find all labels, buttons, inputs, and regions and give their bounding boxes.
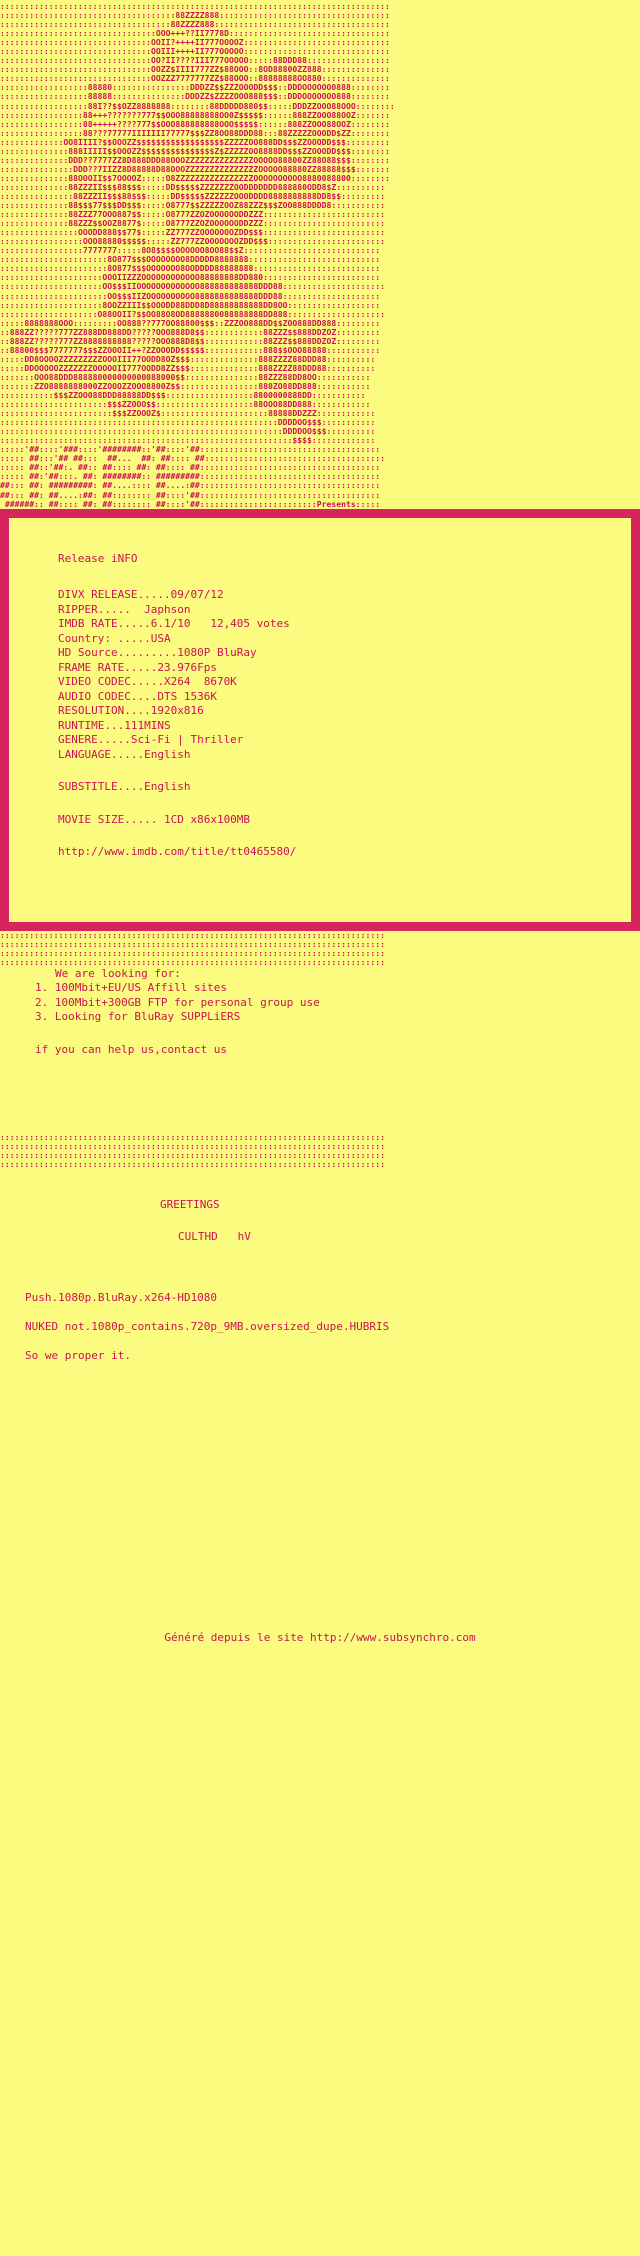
footer-text[interactable]: Généré depuis le site http://www.subsync… (164, 1631, 476, 1644)
release-info-heading: Release iNFO (58, 551, 138, 565)
separator-band-ascii-2: ::::::::::::::::::::::::::::::::::::::::… (0, 1133, 385, 1170)
footer-credit: Généré depuis le site http://www.subsync… (0, 1631, 640, 1654)
group-logo-ascii: :::::'##::::'###::::'########::'##::::'#… (0, 445, 385, 509)
looking-for-heading: We are looking for: (55, 966, 181, 980)
subtitle-line: SUBSTITLE....English (58, 780, 191, 794)
looking-for-items: 1. 100Mbit+EU/US Affill sites 2. 100Mbit… (35, 981, 320, 1024)
greetings-names: CULTHD hV (178, 1230, 251, 1243)
ascii-art-portrait: ::::::::::::::::::::::::::::::::::::::::… (0, 1, 395, 446)
release-info-frame: Release iNFO DIVX RELEASE.....09/07/12 R… (0, 508, 640, 931)
movie-size-line: MOVIE SIZE..... 1CD x86x100MB (58, 812, 251, 826)
release-info-body: Release iNFO DIVX RELEASE.....09/07/12 R… (9, 518, 631, 922)
greetings-notes: Push.1080p.BluRay.x264-HD1080 NUKED not.… (25, 1290, 390, 1362)
greetings-heading: GREETINGS (160, 1197, 220, 1211)
release-info-lines: DIVX RELEASE.....09/07/12 RIPPER..... Ja… (58, 588, 290, 761)
nfo-page: ::::::::::::::::::::::::::::::::::::::::… (0, 1, 640, 1654)
separator-band-ascii-1: ::::::::::::::::::::::::::::::::::::::::… (0, 930, 385, 967)
separator-band-bottom: ::::::::::::::::::::::::::::::::::::::::… (0, 1133, 640, 1169)
imdb-link[interactable]: http://www.imdb.com/title/tt0465580/ (58, 845, 297, 859)
looking-for-section: We are looking for: 1. 100Mbit+EU/US Aff… (0, 967, 640, 1134)
separator-band-top: ::::::::::::::::::::::::::::::::::::::::… (0, 931, 640, 967)
contact-line: if you can help us,contact us (35, 1042, 228, 1056)
greetings-section: GREETINGS CULTHD hV Push.1080p.BluRay.x2… (0, 1170, 640, 1364)
